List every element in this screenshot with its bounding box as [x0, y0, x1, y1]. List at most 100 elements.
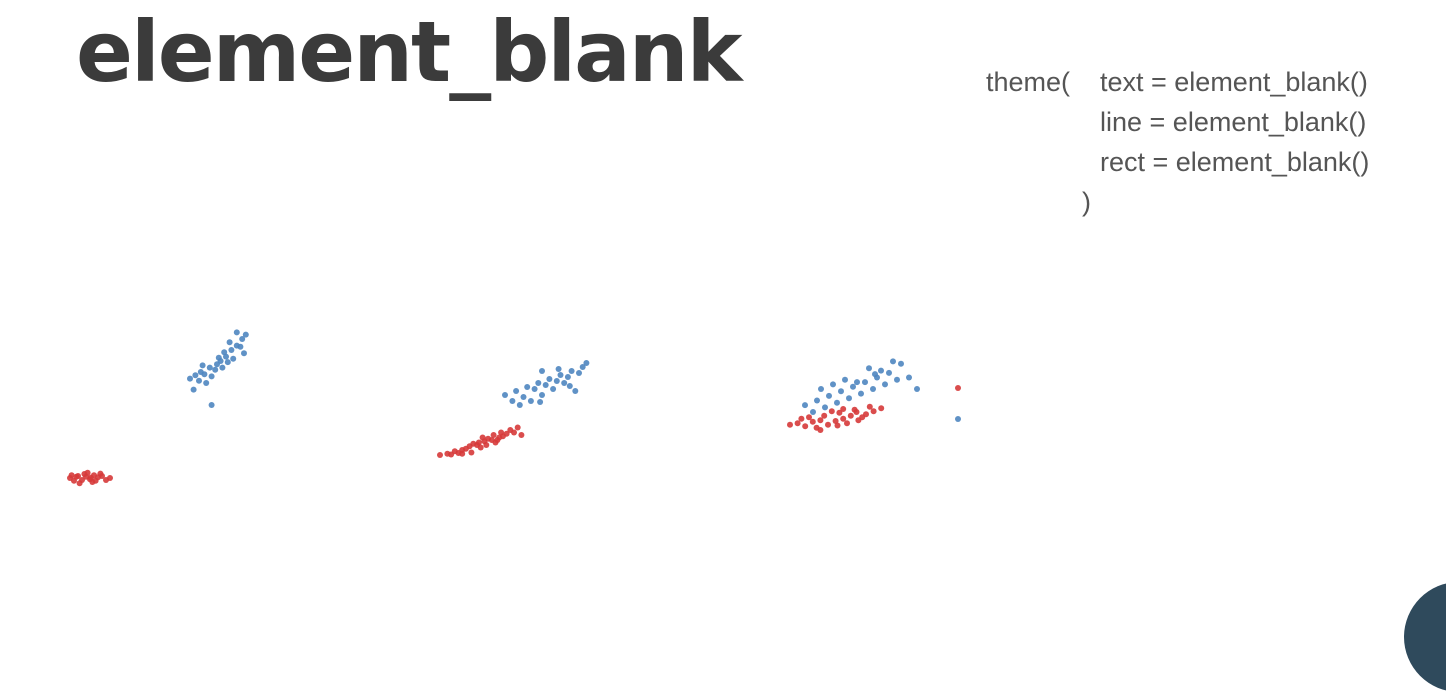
- blue-point: [199, 362, 206, 369]
- blue-point: [187, 375, 193, 382]
- blue-point: [914, 386, 920, 392]
- red-point: [498, 429, 505, 436]
- red-point: [448, 451, 455, 458]
- code-line-text: theme( text = element_blank(): [986, 62, 1369, 102]
- red-point: [87, 474, 94, 481]
- blue-point: [566, 383, 573, 389]
- red-point: [817, 427, 824, 433]
- blue-point: [583, 360, 590, 366]
- blue-point: [539, 392, 545, 398]
- red-point: [794, 420, 801, 427]
- blue-point: [822, 404, 828, 411]
- red-point: [798, 415, 805, 422]
- red-point: [787, 421, 793, 428]
- blue-point: [212, 366, 219, 373]
- red-point: [844, 420, 850, 427]
- blue-point: [553, 378, 560, 384]
- blue-point: [535, 380, 542, 386]
- blue-point: [228, 347, 235, 353]
- blue-point: [516, 402, 523, 408]
- blue-point: [197, 369, 204, 375]
- code-line-arg: line = element_blank(): [1100, 107, 1367, 137]
- red-point: [806, 414, 812, 421]
- code-line-closing: ): [986, 182, 1369, 222]
- red-point: [809, 418, 816, 425]
- blue-point: [842, 376, 848, 383]
- red-point: [870, 408, 877, 415]
- red-point: [490, 432, 497, 438]
- blue-point: [214, 361, 220, 368]
- blue-point: [546, 376, 553, 382]
- blue-point: [834, 399, 840, 406]
- blue-point: [878, 367, 884, 374]
- red-point: [437, 452, 443, 458]
- blue-point: [576, 370, 582, 376]
- red-point: [507, 427, 514, 433]
- blue-point: [550, 386, 557, 392]
- blue-point: [894, 376, 900, 383]
- blue-point: [203, 380, 210, 386]
- blue-point: [818, 386, 824, 392]
- red-point: [479, 434, 486, 441]
- blue-point: [226, 339, 233, 346]
- blue-point: [539, 368, 545, 374]
- blue-point: [219, 364, 226, 371]
- blue-point: [568, 368, 575, 374]
- red-point: [459, 450, 466, 457]
- code-text-arg: text = element_blank(): [1100, 67, 1368, 97]
- red-point: [878, 405, 885, 412]
- blue-point: [208, 402, 215, 408]
- blue-point: [196, 377, 202, 384]
- blue-point: [870, 386, 876, 392]
- red-point: [955, 385, 961, 391]
- red-point: [828, 408, 835, 415]
- blue-point: [810, 409, 816, 415]
- theme-code-snippet: theme( text = element_blank() line = elem…: [986, 62, 1369, 222]
- code-line-line: line = element_blank(): [986, 102, 1369, 142]
- blue-point: [886, 369, 892, 376]
- blue-point: [502, 392, 508, 398]
- blue-point: [233, 329, 240, 336]
- blue-point: [579, 364, 586, 370]
- red-point: [475, 439, 482, 446]
- blue-point: [830, 381, 836, 388]
- blue-point: [190, 386, 197, 393]
- red-point: [68, 472, 75, 479]
- red-point: [832, 418, 839, 424]
- red-point: [853, 409, 860, 415]
- code-theme-call: theme(: [986, 67, 1071, 97]
- blue-point: [802, 402, 808, 409]
- red-point: [470, 440, 477, 447]
- blue-point: [846, 395, 852, 402]
- red-point: [825, 421, 831, 428]
- blue-point: [542, 382, 549, 388]
- blue-point: [192, 372, 199, 379]
- blue-point: [237, 343, 244, 350]
- red-point: [76, 480, 83, 487]
- red-point: [84, 469, 91, 476]
- blue-point: [858, 390, 864, 397]
- red-point: [483, 442, 490, 448]
- red-point: [73, 473, 80, 480]
- blue-point: [561, 380, 568, 386]
- blue-point: [531, 386, 538, 392]
- red-point: [859, 414, 866, 421]
- blue-point: [882, 381, 888, 388]
- blue-point: [826, 392, 832, 399]
- red-point: [817, 417, 824, 424]
- blue-point: [814, 397, 820, 404]
- blue-point: [555, 366, 562, 372]
- blue-point: [872, 371, 878, 378]
- code-closing-paren: ): [1082, 187, 1091, 217]
- blue-point: [862, 379, 868, 386]
- red-point: [802, 423, 809, 430]
- red-point: [840, 415, 847, 422]
- code-rect-arg: rect = element_blank(): [1100, 147, 1370, 177]
- red-point: [103, 477, 109, 483]
- red-point: [847, 412, 854, 419]
- blue-point: [524, 384, 531, 390]
- red-point: [97, 470, 104, 477]
- red-point: [518, 432, 525, 438]
- blue-point: [838, 388, 844, 395]
- blue-point: [513, 388, 520, 394]
